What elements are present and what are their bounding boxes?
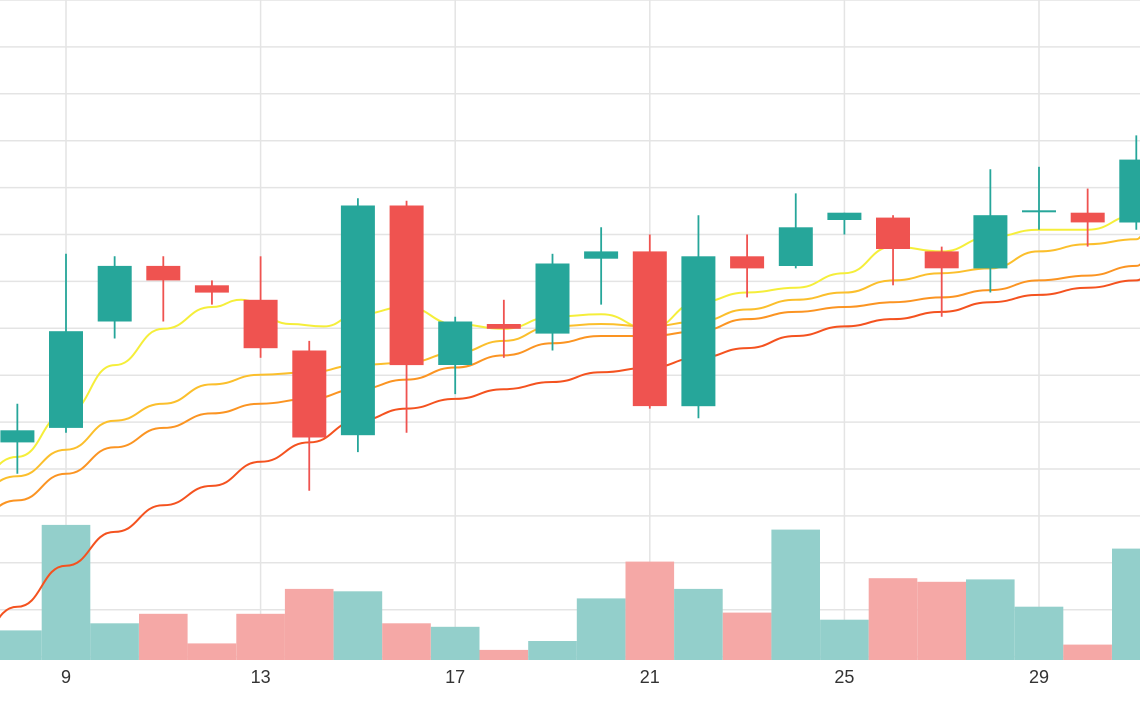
volume-bar	[90, 623, 139, 660]
moving-average-line	[0, 278, 1140, 619]
candle	[97, 256, 132, 339]
volume-bars	[0, 524, 1140, 660]
candle-body	[1070, 212, 1105, 223]
volume-bar	[333, 591, 383, 660]
candle-body	[292, 350, 327, 438]
candle	[924, 246, 959, 317]
volume-bar	[187, 643, 237, 660]
candle-body	[49, 331, 83, 428]
candle	[778, 193, 813, 269]
x-tick-label: 9	[61, 667, 71, 687]
candle-body	[1119, 159, 1140, 223]
candle-body	[1022, 210, 1056, 213]
candle-body	[535, 263, 570, 334]
volume-bar	[284, 588, 334, 660]
candle-body	[146, 265, 181, 281]
x-axis: 91317212529De	[61, 667, 1049, 687]
candle-body	[778, 227, 813, 266]
x-tick-label: 13	[251, 667, 271, 687]
candle	[730, 234, 765, 298]
candle	[681, 215, 716, 419]
volume-bar	[966, 579, 1015, 660]
volume-bar	[1014, 606, 1064, 660]
x-tick-label: 21	[640, 667, 660, 687]
candle	[535, 253, 570, 351]
volume-bar	[625, 561, 675, 660]
candle-body	[0, 430, 35, 443]
volume-bar	[1112, 548, 1140, 660]
candle	[876, 215, 910, 286]
grid	[0, 0, 1140, 660]
candle-body	[584, 251, 619, 259]
x-tick-label: 29	[1029, 667, 1049, 687]
volume-bar	[479, 649, 529, 660]
candle	[827, 212, 862, 235]
candle	[0, 403, 35, 474]
candle	[438, 316, 473, 395]
x-tick-label: 25	[834, 667, 854, 687]
volume-bar	[771, 529, 820, 660]
volume-bar	[868, 578, 918, 660]
candle	[584, 227, 619, 305]
moving-average-line	[0, 263, 1140, 507]
candle-body	[194, 285, 229, 293]
candle-body	[876, 217, 910, 249]
candle	[340, 198, 375, 453]
candle	[973, 169, 1008, 293]
candle-body	[681, 256, 716, 407]
volume-bar	[528, 641, 577, 660]
volume-bar	[382, 623, 431, 660]
volume-bar	[139, 613, 188, 660]
candle	[243, 256, 278, 358]
candle	[632, 234, 667, 409]
volume-bar	[820, 619, 869, 660]
x-tick-label: 17	[445, 667, 465, 687]
candle	[49, 253, 83, 433]
candle	[292, 340, 327, 491]
candle	[1022, 166, 1056, 230]
volume-bar	[674, 588, 723, 660]
volume-bar	[430, 626, 480, 660]
candles	[0, 135, 1140, 491]
candle-body	[486, 324, 521, 329]
volume-bar	[1063, 644, 1112, 660]
candle	[1119, 135, 1140, 230]
candle	[146, 256, 181, 322]
candle-body	[924, 251, 959, 269]
candle-body	[730, 256, 765, 269]
candle-body	[97, 265, 132, 322]
volume-bar	[576, 598, 626, 660]
volume-bar	[41, 524, 91, 660]
candle	[486, 299, 521, 358]
candle-body	[389, 205, 424, 366]
volume-bar	[722, 612, 772, 660]
candle-body	[340, 205, 375, 436]
candle-body	[827, 212, 862, 220]
candle-body	[632, 251, 667, 407]
volume-bar	[917, 581, 966, 660]
volume-bar	[0, 630, 42, 660]
candle-body	[973, 215, 1008, 269]
candle	[194, 280, 229, 305]
candle	[1070, 188, 1105, 247]
volume-bar	[236, 613, 285, 660]
moving-average-line	[0, 212, 1140, 466]
candle	[389, 200, 424, 433]
candle-body	[438, 321, 473, 365]
candle-body	[243, 299, 278, 349]
